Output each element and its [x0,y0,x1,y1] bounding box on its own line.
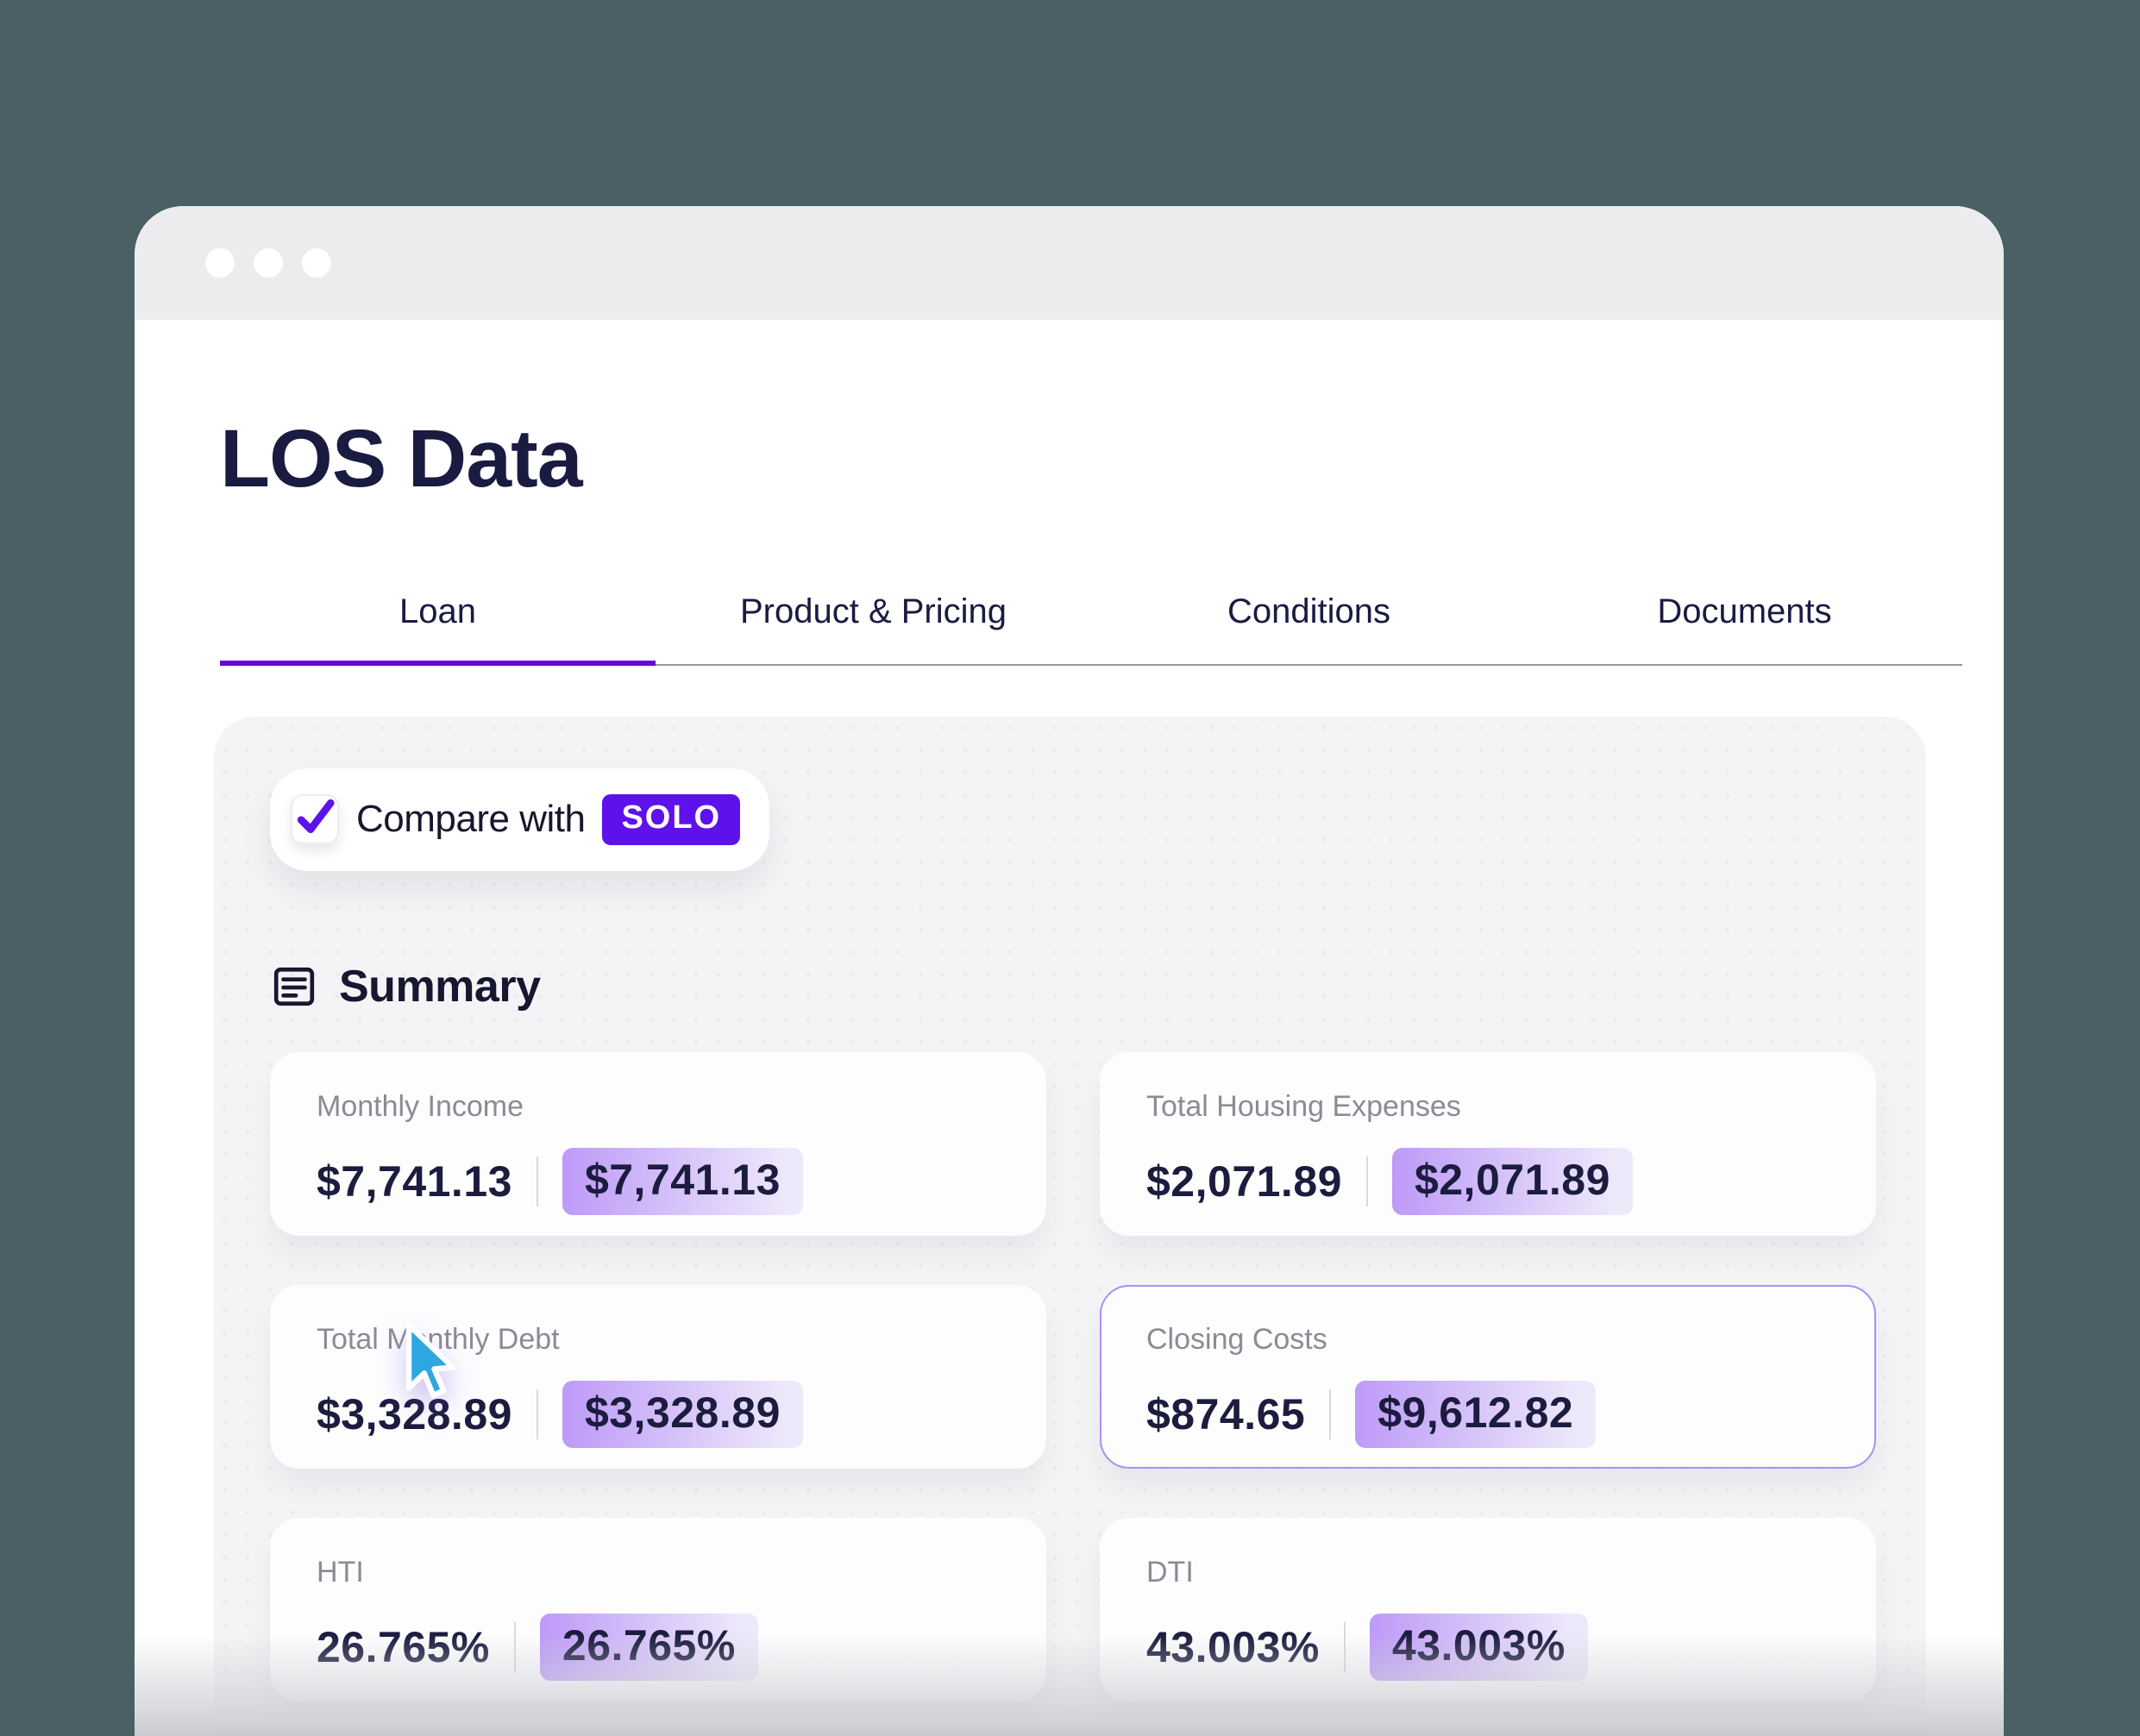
solo-value-chip: $7,741.13 [562,1147,803,1215]
summary-title: Summary [339,961,541,1012]
checkmark-icon [297,799,335,834]
window-content: LOS Data Loan Product & Pricing Conditions… [135,413,2004,1736]
card-values: $3,328.89 $3,328.89 [317,1380,1000,1448]
tab-bar: Loan Product & Pricing Conditions Documents [220,577,1962,666]
card-label: Closing Costs [1146,1322,1327,1356]
card-values: $874.65 $9,612.82 [1146,1380,1829,1448]
los-value: $874.65 [1146,1389,1306,1438]
window-titlebar [135,206,2004,320]
window-control-dot[interactable] [205,248,235,278]
los-value: $3,328.89 [317,1389,512,1438]
card-label: DTI [1146,1555,1194,1589]
summary-card-total-monthly-debt[interactable]: Total Monthly Debt $3,328.89 $3,328.89 [270,1284,1046,1469]
tab-label: Conditions [1227,592,1390,630]
summary-list-icon [273,967,315,1006]
tab-label: Documents [1657,592,1832,630]
tab-product-pricing[interactable]: Product & Pricing [656,577,1091,666]
tab-loan[interactable]: Loan [220,577,656,666]
value-divider [1329,1388,1332,1439]
value-divider [1365,1156,1368,1206]
summary-card-dti[interactable]: DTI 43.003% 43.003% [1100,1517,1876,1702]
card-label: HTI [317,1555,364,1589]
value-divider [513,1621,516,1672]
tab-label: Loan [399,592,476,630]
card-label: Total Housing Expenses [1146,1089,1461,1123]
card-values: 43.003% 43.003% [1146,1613,1829,1681]
solo-value-chip: 43.003% [1369,1613,1588,1681]
summary-card-closing-costs[interactable]: Closing Costs $874.65 $9,612.82 [1100,1284,1876,1469]
card-values: $2,071.89 $2,071.89 [1146,1147,1829,1215]
summary-header: Summary [272,961,1876,1012]
solo-value-chip: $3,328.89 [562,1380,803,1448]
value-divider [1343,1621,1346,1672]
solo-value-chip: 26.765% [539,1613,758,1681]
card-label: Monthly Income [317,1089,524,1123]
browser-window: LOS Data Loan Product & Pricing Conditions… [135,206,2004,1736]
card-label: Total Monthly Debt [317,1322,560,1356]
tab-label: Product & Pricing [739,592,1007,630]
card-values: $7,741.13 $7,741.13 [317,1147,1000,1215]
los-value: $7,741.13 [317,1156,512,1206]
summary-card-total-housing-expenses[interactable]: Total Housing Expenses $2,071.89 $2,071.89 [1100,1051,1876,1236]
compare-toggle[interactable]: Compare with SOLO [270,768,770,871]
solo-badge: SOLO [602,793,741,845]
summary-card-hti[interactable]: HTI 26.765% 26.765% [270,1517,1046,1702]
page-title: LOS Data [220,413,583,505]
summary-cards-grid: Monthly Income $7,741.13 $7,741.13 Total Ho… [270,1051,1876,1702]
compare-label: Compare with [356,798,586,841]
summary-card-monthly-income[interactable]: Monthly Income $7,741.13 $7,741.13 [270,1051,1046,1236]
tab-documents[interactable]: Documents [1527,577,1962,666]
window-control-dot[interactable] [302,248,331,278]
compare-checkbox[interactable] [291,794,339,845]
value-divider [536,1388,538,1439]
tab-conditions[interactable]: Conditions [1091,577,1527,666]
los-value: $2,071.89 [1146,1156,1342,1206]
loan-tab-panel: Compare with SOLO Summary Monthly Incom [214,716,1926,1736]
los-value: 26.765% [317,1622,490,1671]
card-values: 26.765% 26.765% [317,1613,1000,1681]
value-divider [536,1156,538,1206]
los-value: 43.003% [1146,1622,1320,1671]
solo-value-chip: $2,071.89 [1391,1147,1633,1215]
window-control-dot[interactable] [254,248,283,278]
solo-value-chip: $9,612.82 [1355,1380,1597,1448]
